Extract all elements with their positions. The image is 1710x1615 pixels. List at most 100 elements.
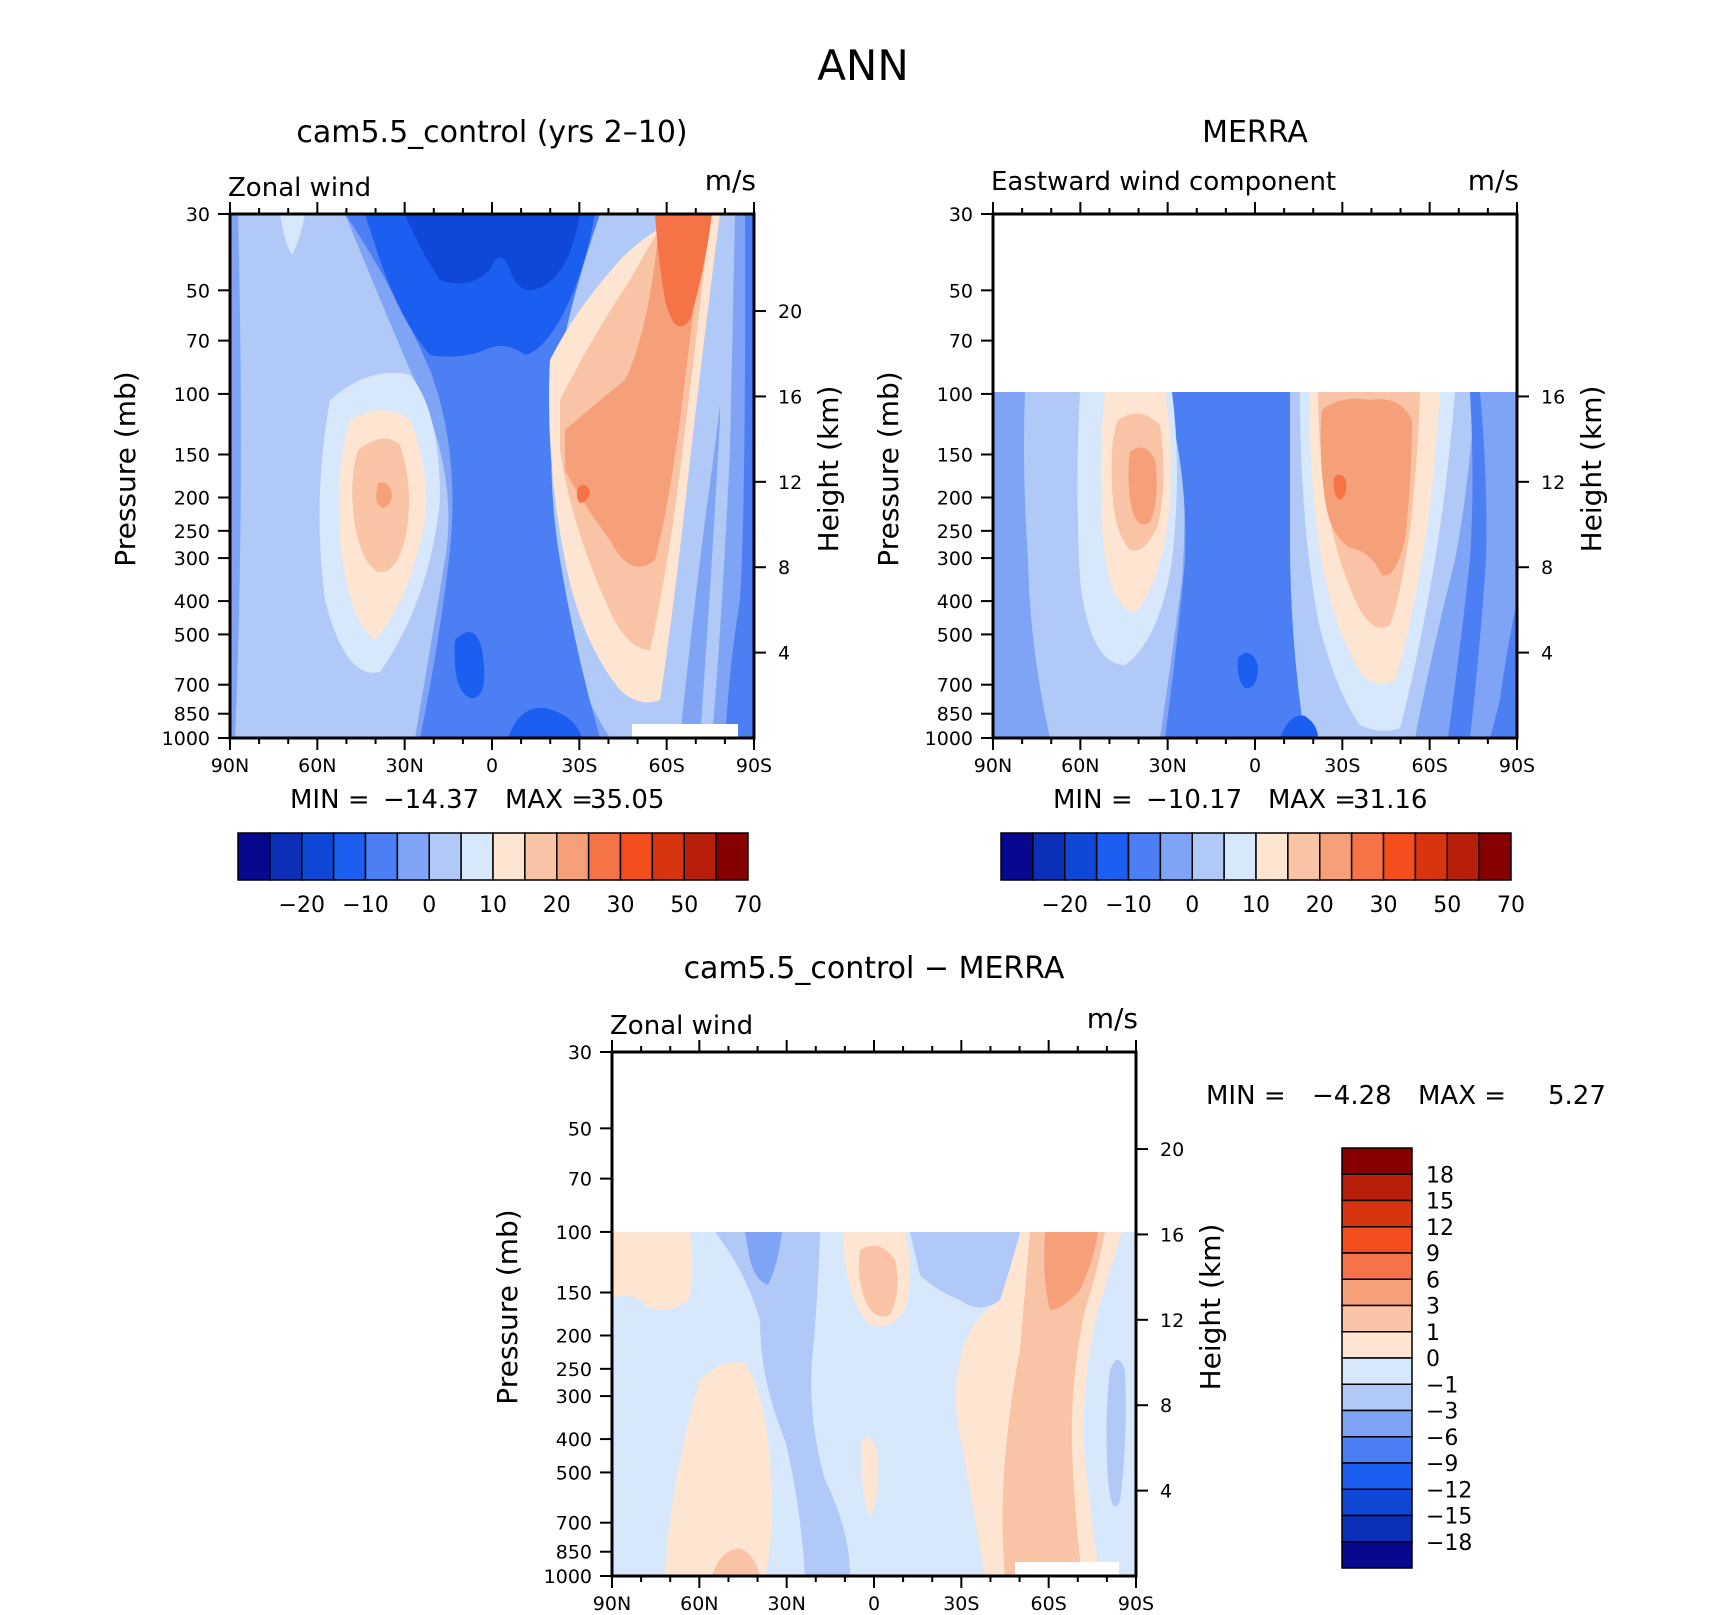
contour-blue-band-30n [715, 1232, 850, 1576]
colorbar-label: −6 [1426, 1426, 1458, 1451]
colorbar-label: 10 [1242, 893, 1270, 918]
pressure-tick-label: 700 [556, 1513, 592, 1535]
panel-diff-min-value: −4.28 [1312, 1081, 1392, 1111]
pressure-tick-label: 300 [174, 548, 210, 570]
panel-model-colorbar: −20 −10 0 10 20 30 50 70 [237, 832, 762, 918]
panel-diff-field [612, 1232, 1136, 1576]
contour-blue-strong-30n [745, 1232, 782, 1285]
pressure-tick-label: 850 [556, 1542, 592, 1564]
latitude-tick-label: 60N [1061, 755, 1099, 777]
pressure-tick-label: 100 [937, 384, 973, 406]
panel-model-units: m/s [705, 164, 756, 197]
colorbar-label: 18 [1426, 1163, 1454, 1188]
panel-obs-variable: Eastward wind component [991, 167, 1336, 197]
pressure-tick-label: 850 [174, 704, 210, 726]
panel-obs-max-value: 31.16 [1353, 785, 1427, 815]
colorbar-swatch [237, 832, 271, 881]
panel-obs-title: MERRA [1202, 115, 1308, 150]
colorbar-swatch [1095, 832, 1130, 881]
colorbar-label: −9 [1426, 1452, 1458, 1477]
height-tick-label: 8 [1160, 1395, 1172, 1417]
contour-peach-north-surface [712, 1548, 760, 1576]
latitude-tick-label: 90N [211, 755, 249, 777]
colorbar-swatch [619, 832, 654, 881]
latitude-tick-label: 90S [1118, 1593, 1154, 1611]
colorbar-swatch [301, 832, 335, 881]
pressure-tick-label: 200 [937, 487, 973, 509]
pressure-tick-label: 300 [556, 1386, 592, 1408]
latitude-tick-label: 0 [486, 755, 498, 777]
panel-diff-axes: 305070100150200250300400500700850100090N… [491, 1040, 1227, 1615]
latitude-tick-label: 30S [1324, 755, 1360, 777]
panel-diff-max-label: MAX = [1418, 1081, 1506, 1111]
contour-deep-blue-surface [508, 707, 582, 738]
colorbar-label: −15 [1426, 1505, 1472, 1530]
colorbar-label: 50 [1433, 893, 1461, 918]
colorbar-swatch [1341, 1252, 1413, 1280]
panel-obs: MERRA Eastward wind component m/s 30 50 70… [872, 115, 1608, 918]
colorbar-label: −20 [1042, 893, 1088, 918]
colorbar-swatch [1382, 832, 1417, 881]
height-tick-label: 4 [778, 643, 790, 665]
colorbar-swatch [1341, 1409, 1413, 1438]
panel-model-field [230, 214, 754, 738]
colorbar-label: 30 [607, 893, 635, 918]
colorbar-swatch [556, 832, 590, 881]
latitude-tick-label: 30S [943, 1593, 979, 1611]
missing-data-strip [632, 724, 738, 738]
contour-cream-north-low [665, 1361, 772, 1576]
contour-lightblue-pole-edge [1470, 392, 1517, 738]
height-tick-label: 8 [778, 557, 790, 579]
colorbar-swatch [715, 832, 749, 881]
height-tick-label: 16 [1160, 1224, 1184, 1246]
pressure-tick-label: 300 [937, 548, 973, 570]
colorbar-swatch [1341, 1173, 1413, 1202]
contour-cream-low-eq [861, 1437, 879, 1515]
colorbar-swatch [332, 832, 367, 881]
height-axis-label: Height (km) [1575, 386, 1608, 553]
pressure-tick-label: 150 [937, 445, 973, 467]
panel-obs-field [993, 392, 1517, 738]
pressure-axis-label: Pressure (mb) [491, 1209, 524, 1404]
latitude-tick-label: 0 [1249, 755, 1261, 777]
colorbar-swatch [651, 832, 685, 881]
colorbar-label: −3 [1426, 1400, 1458, 1425]
pressure-tick-label: 1000 [162, 728, 210, 750]
colorbar-swatch [683, 832, 717, 881]
pressure-tick-label: 1000 [925, 728, 973, 750]
colorbar-swatch [1341, 1462, 1413, 1490]
latitude-tick-label: 60S [649, 755, 685, 777]
height-tick-label: 12 [1541, 472, 1565, 494]
panel-diff: cam5.5_control − MERRA Zonal wind m/s 30… [491, 951, 1606, 1615]
colorbar-label: 70 [1497, 893, 1525, 918]
colorbar-swatch [396, 832, 430, 881]
pressure-tick-label: 70 [186, 331, 210, 353]
contour-orange-south [1044, 1232, 1098, 1310]
figure-title: ANN [817, 41, 909, 90]
height-tick-label: 8 [1541, 557, 1553, 579]
colorbar-swatch [1341, 1278, 1413, 1307]
colorbar-label: 1 [1426, 1321, 1440, 1346]
contour-core-south-jet [576, 484, 590, 503]
contour-core-south [1333, 474, 1347, 500]
latitude-tick-label: 60S [1031, 1593, 1067, 1611]
colorbar-swatch [1341, 1436, 1413, 1464]
colorbar-swatch [269, 832, 303, 881]
pressure-tick-label: 250 [174, 521, 210, 543]
contour-orange-north-jet [376, 482, 392, 508]
contour-light-white-north [280, 214, 305, 255]
contour-blue-tropics [1165, 392, 1305, 738]
latitude-tick-label: 90N [974, 755, 1012, 777]
colorbar-swatch [1341, 1488, 1413, 1517]
pressure-tick-label: 700 [174, 675, 210, 697]
contour-deep-blue-low [1237, 652, 1258, 689]
pressure-tick-label: 400 [556, 1429, 592, 1451]
panel-diff-title: cam5.5_control − MERRA [684, 951, 1065, 986]
height-tick-label: 16 [1541, 386, 1565, 408]
colorbar-swatch [1350, 832, 1385, 881]
panel-model-min-label: MIN = [290, 785, 370, 815]
panel-model-axes: 305070100150200250300400500700850100090N… [109, 202, 845, 777]
pressure-tick-label: 500 [174, 624, 210, 646]
colorbar-label: 50 [670, 893, 698, 918]
